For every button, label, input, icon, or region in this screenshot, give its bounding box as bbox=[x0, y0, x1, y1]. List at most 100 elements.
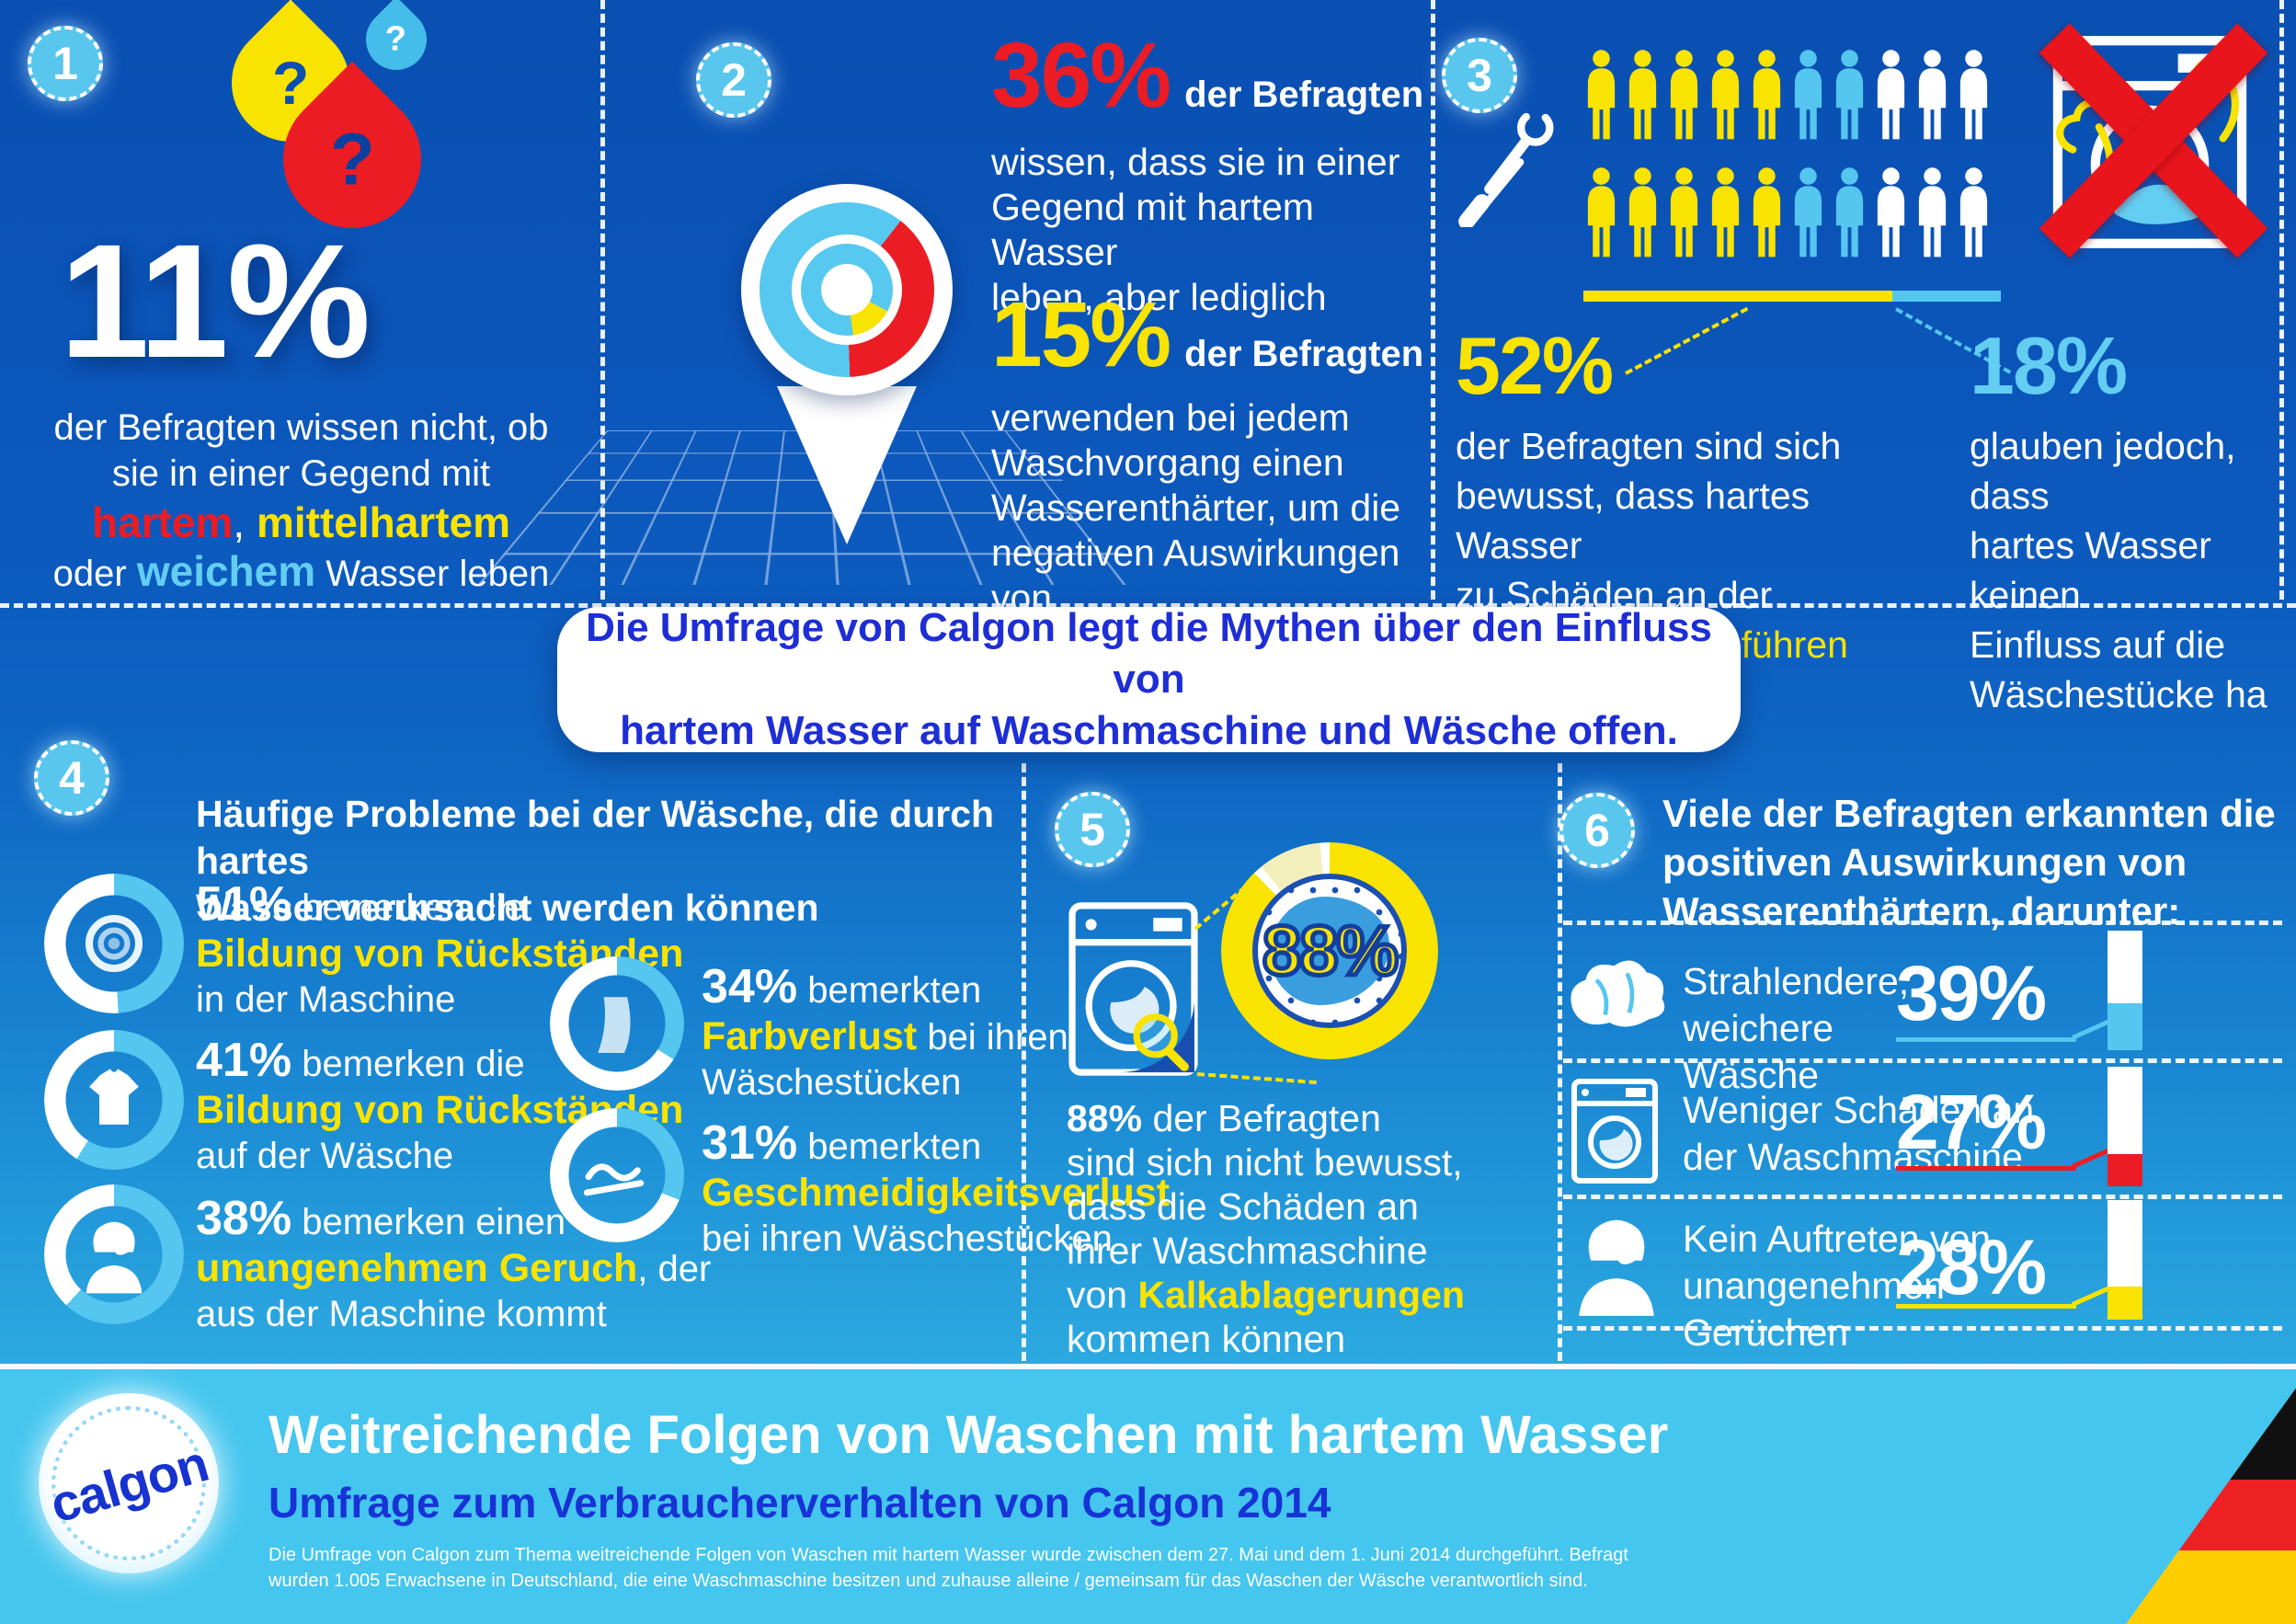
section1-line3: hartem, mittelhartem bbox=[9, 497, 593, 548]
person-icon bbox=[1794, 167, 1822, 257]
stat-15-suffix: der Befragten bbox=[1184, 334, 1424, 374]
item5-pct: 31% bbox=[702, 1116, 798, 1170]
section5-text: 88% der Befragten sind sich nicht bewuss… bbox=[1067, 1096, 1545, 1361]
problem-item-icon-2 bbox=[44, 1030, 184, 1170]
magnifier-dashed-line-2 bbox=[1196, 1072, 1317, 1085]
item5-line3: bei ihren Wäschestücken bbox=[702, 1218, 1113, 1259]
stat-18-line2: hartes Wasser keinen bbox=[1970, 524, 2211, 616]
person-icon bbox=[1587, 50, 1616, 140]
stat-88-line6: kommen können bbox=[1067, 1318, 1346, 1360]
section6-separator-3 bbox=[1563, 1195, 2282, 1199]
item5-highlight: Geschmeidigkeitsverlust bbox=[702, 1171, 1171, 1215]
bar-28-fill bbox=[2108, 1286, 2142, 1320]
person-icon bbox=[1711, 167, 1740, 257]
footer-fine-print: Die Umfrage von Calgon zum Thema weitrei… bbox=[268, 1542, 1628, 1594]
stat-11-percent: 11% bbox=[59, 212, 371, 392]
woman-smell-icon-2 bbox=[1579, 1219, 1654, 1316]
badge-1-number: 1 bbox=[52, 38, 78, 89]
stat-52-line1: der Befragten sind sich bbox=[1456, 425, 1842, 467]
stat-88-line4: ihrer Waschmaschine bbox=[1067, 1229, 1428, 1272]
stat-36-line3: leben, aber lediglich bbox=[991, 276, 1327, 318]
stat-52-percent: 52% bbox=[1456, 320, 1614, 411]
benefit-pct-27: 27% bbox=[1896, 1079, 2047, 1165]
item5-pre: bemerkten bbox=[807, 1127, 982, 1167]
person-icon bbox=[1918, 50, 1947, 140]
stat-18-text: glauben jedoch, dass hartes Wasser keine… bbox=[1970, 421, 2291, 719]
bar-27 bbox=[2108, 1067, 2142, 1186]
person-icon bbox=[1753, 167, 1781, 257]
people-row-1 bbox=[1583, 48, 1992, 145]
split-bar-cyan bbox=[1891, 291, 2001, 302]
section4-heading: Häufige Probleme bei der Wäsche, die dur… bbox=[196, 791, 1051, 932]
person-icon bbox=[1959, 167, 1988, 257]
stat-36-line2: Gegend mit hartem Wasser bbox=[991, 186, 1314, 273]
underline-27 bbox=[1896, 1166, 2076, 1171]
item4-pre: bemerkten bbox=[807, 970, 982, 1011]
stat-15-row: 15% der Befragten bbox=[991, 289, 1424, 381]
item2-line3: auf der Wäsche bbox=[196, 1136, 454, 1176]
tools-icon bbox=[1458, 109, 1554, 227]
person-icon bbox=[1628, 167, 1657, 257]
banner-line2: hartem Wasser auf Waschmaschine und Wäsc… bbox=[620, 708, 1678, 753]
people-split-bar bbox=[1583, 291, 2001, 302]
vertical-dashed-divider-5 bbox=[1558, 763, 1562, 1361]
underline-39 bbox=[1896, 1037, 2076, 1042]
word-wasser-leben: Wasser leben bbox=[315, 554, 550, 594]
vertical-dashed-divider-4 bbox=[1022, 763, 1026, 1361]
badge-5-number: 5 bbox=[1079, 804, 1105, 855]
stat-88-line3: dass die Schäden an bbox=[1067, 1185, 1419, 1228]
item3-pre: bemerken einen bbox=[302, 1202, 566, 1242]
stat-15-line1: verwenden bei jedem bbox=[991, 396, 1350, 439]
stat-88-line5-pre: von bbox=[1067, 1274, 1138, 1316]
item4-line3: Wäschestücken bbox=[702, 1062, 962, 1103]
section6-heading-line1: Viele der Befragten erkannten die bbox=[1662, 792, 2276, 835]
footer-fine-print-line1: Die Umfrage von Calgon zum Thema weitrei… bbox=[268, 1545, 1628, 1565]
badge-4-number: 4 bbox=[59, 752, 85, 804]
person-icon bbox=[1835, 50, 1864, 140]
section4-heading-line1: Häufige Probleme bei der Wäsche, die dur… bbox=[196, 793, 995, 882]
donut-ring-38 bbox=[44, 1184, 184, 1324]
item1-line3: in der Maschine bbox=[196, 979, 456, 1020]
stat-18-line4: Wäschestücke ha bbox=[1970, 673, 2267, 715]
underline-28-elbow bbox=[2071, 1285, 2113, 1307]
section6-heading-line3: Wasserenthärtern, darunter: bbox=[1662, 889, 2181, 932]
section6-separator-4 bbox=[1563, 1326, 2282, 1331]
horizontal-dashed-divider bbox=[0, 603, 2296, 608]
section1-line2: sie in einer Gegend mit bbox=[111, 453, 491, 494]
item1-pre: bemerken die bbox=[302, 887, 525, 928]
item1-pct: 51% bbox=[196, 877, 292, 931]
calgon-logo-text: calgon bbox=[43, 1433, 214, 1534]
question-drops-icon: ? ? ? bbox=[207, 0, 451, 257]
stat-88-bold: 88% bbox=[1067, 1097, 1143, 1139]
badge-5: 5 bbox=[1055, 792, 1130, 867]
badge-1: 1 bbox=[28, 26, 103, 101]
item3-line3: aus der Maschine kommt bbox=[196, 1294, 607, 1334]
problem-item-icon-4 bbox=[550, 956, 684, 1091]
problem-item-icon-5 bbox=[550, 1108, 684, 1242]
badge-6-number: 6 bbox=[1584, 805, 1610, 856]
banner: Die Umfrage von Calgon legt die Mythen ü… bbox=[557, 605, 1741, 753]
item2-pct: 41% bbox=[196, 1034, 292, 1087]
section4-heading-line2: Wasser verursacht werden können bbox=[196, 886, 819, 929]
person-icon bbox=[1877, 167, 1905, 257]
item3-pct: 38% bbox=[196, 1192, 292, 1245]
small-blue-drop-icon: ? bbox=[353, 0, 440, 83]
bar-27-fill bbox=[2108, 1153, 2142, 1186]
split-bar-yellow bbox=[1583, 291, 1892, 302]
footer-title: Weitreichende Folgen von Waschen mit har… bbox=[268, 1405, 1669, 1465]
magnifier-icon bbox=[1133, 1013, 1178, 1058]
section6-heading-line2: positiven Auswirkungen von bbox=[1662, 841, 2187, 884]
footer-subtitle: Umfrage zum Verbraucherverhalten von Cal… bbox=[268, 1479, 1331, 1527]
underline-28 bbox=[1896, 1304, 2076, 1309]
donut-88-center: 88% bbox=[1252, 874, 1407, 1028]
section6-separator-1 bbox=[1563, 921, 2282, 925]
person-icon bbox=[1711, 50, 1740, 140]
item3-highlight: unangenehmen Geruch bbox=[196, 1246, 638, 1290]
clothes-icon bbox=[1571, 960, 1665, 1027]
person-icon bbox=[1670, 167, 1698, 257]
donut-88: 88% bbox=[1221, 842, 1438, 1059]
washing-drum-icon bbox=[85, 914, 143, 973]
stat-15-line3: Wasserenthärter, um die bbox=[991, 486, 1401, 529]
footer: calgon Weitreichende Folgen von Waschen … bbox=[0, 1364, 2296, 1624]
faded-fabric-icon bbox=[598, 997, 631, 1053]
